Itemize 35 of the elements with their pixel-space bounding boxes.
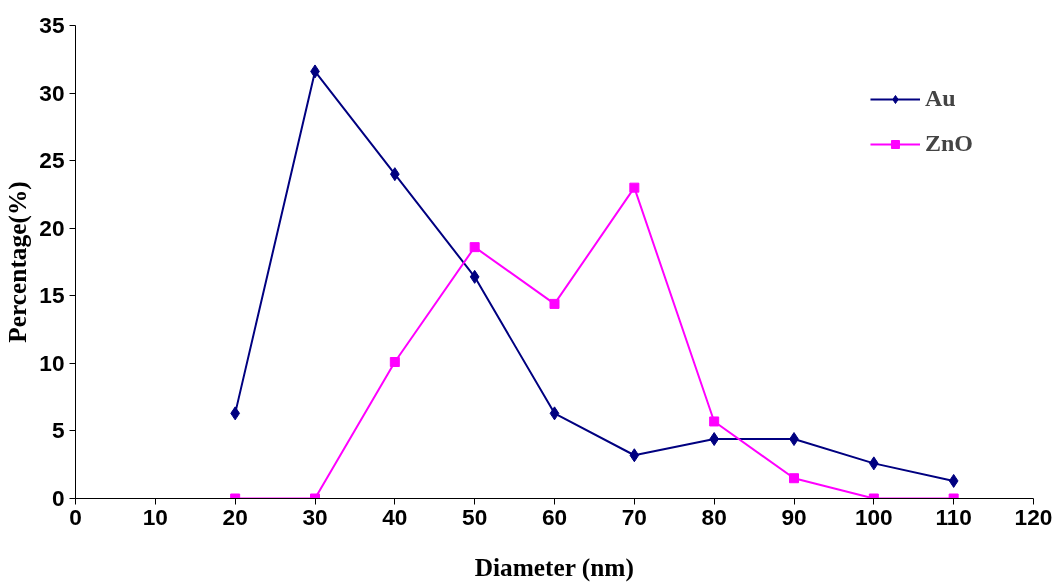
x-tick-label: 20 — [222, 503, 248, 530]
y-tick-label: 10 — [39, 349, 65, 376]
x-tick-label: 0 — [69, 503, 82, 530]
y-tick-label: 15 — [39, 282, 65, 309]
y-tick-label: 30 — [39, 79, 65, 106]
y-tick-label: 20 — [39, 214, 65, 241]
point — [789, 473, 799, 484]
y-tick-label: 35 — [39, 12, 65, 38]
x-axis-title: Diameter (nm) — [474, 552, 634, 582]
legend-label: ZnO — [924, 130, 973, 157]
point — [469, 269, 480, 284]
point — [629, 182, 640, 193]
x-tick-label: 90 — [781, 503, 807, 530]
y-tick-label: 5 — [51, 417, 65, 444]
y-axis-title: Percentage(%) — [3, 181, 33, 343]
x-tick-label: 110 — [935, 503, 972, 530]
legend-label: Au — [924, 85, 956, 112]
point — [549, 406, 560, 421]
y-tick-label: 25 — [39, 147, 65, 174]
x-tick-label: 100 — [854, 503, 893, 530]
x-tick-label: 10 — [142, 503, 168, 530]
x-tick-label: 60 — [541, 503, 568, 530]
point — [389, 357, 400, 368]
point — [549, 298, 560, 309]
point — [948, 473, 959, 488]
x-tick-label: 50 — [462, 503, 488, 530]
x-tick-label: 30 — [302, 503, 328, 530]
x-tick-label: 70 — [621, 503, 647, 530]
point — [709, 416, 720, 427]
x-tick-label: 40 — [382, 503, 408, 530]
y-tick-label: 0 — [51, 485, 65, 511]
x-tick-label: 80 — [701, 503, 727, 530]
point — [629, 448, 640, 463]
point — [469, 242, 480, 253]
x-tick-label: 120 — [1014, 503, 1053, 530]
